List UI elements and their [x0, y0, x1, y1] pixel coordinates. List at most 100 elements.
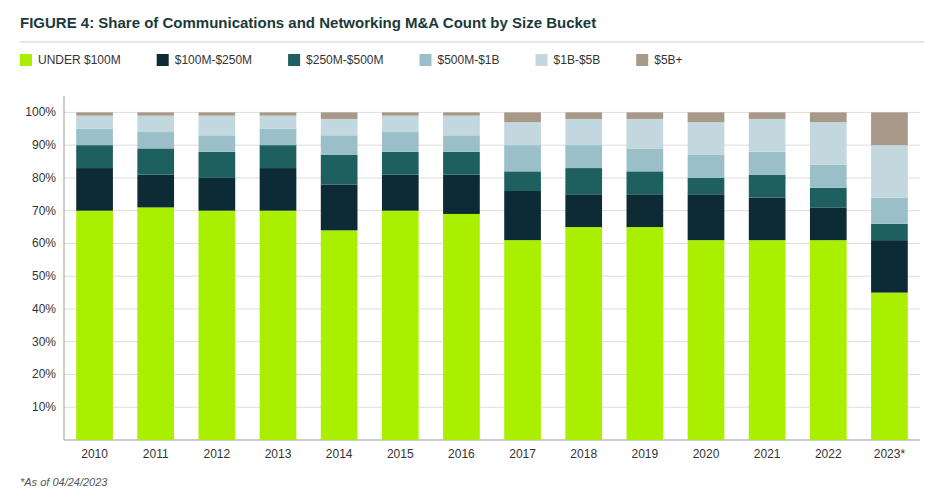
- bar-segment: [565, 145, 602, 168]
- footnote: *As of 04/24/2023: [20, 476, 108, 488]
- bar-segment: [137, 148, 174, 174]
- bar-segment: [321, 184, 358, 230]
- bar-segment: [565, 168, 602, 194]
- bars: [76, 112, 908, 440]
- bar-segment: [443, 152, 480, 175]
- y-tick-label: 40%: [32, 302, 56, 316]
- legend-label: $5B+: [654, 53, 682, 67]
- y-tick-label: 90%: [32, 138, 56, 152]
- bar-segment: [260, 211, 297, 440]
- bar-segment: [382, 112, 419, 115]
- x-axis-line: [64, 440, 920, 441]
- y-tick-label: 80%: [32, 171, 56, 185]
- bar-segment: [382, 132, 419, 152]
- bar-segment: [137, 207, 174, 440]
- title: FIGURE 4: Share of Communications and Ne…: [20, 14, 596, 31]
- x-tick-label: 2016: [448, 447, 475, 461]
- grid-line: [64, 276, 920, 277]
- bar-segment: [76, 129, 113, 145]
- x-tick-label: 2017: [509, 447, 536, 461]
- bar-segment: [199, 116, 236, 136]
- grid-line: [64, 145, 920, 146]
- grid-line: [64, 308, 920, 309]
- bar-segment: [137, 175, 174, 208]
- bar-segment: [504, 171, 541, 191]
- bar-segment: [137, 116, 174, 132]
- legend-label: $500M-$1B: [437, 53, 499, 67]
- x-tick-label: 2022: [815, 447, 842, 461]
- bar-segment: [810, 112, 847, 122]
- x-tick-label: 2018: [570, 447, 597, 461]
- bar-segment: [688, 194, 725, 240]
- bar-segment: [627, 194, 664, 227]
- bar-segment: [504, 240, 541, 440]
- bar-segment: [382, 175, 419, 211]
- bar-segment: [199, 152, 236, 178]
- bar-segment: [627, 148, 664, 171]
- bar-segment: [627, 171, 664, 194]
- title-rule: [20, 42, 924, 43]
- bar-segment: [749, 240, 786, 440]
- bar-segment: [871, 112, 908, 145]
- bar-segment: [443, 135, 480, 151]
- bar-segment: [382, 211, 419, 440]
- x-tick-label: 2019: [632, 447, 659, 461]
- x-tick-label: 2023*: [874, 447, 906, 461]
- bar-segment: [199, 112, 236, 115]
- x-tick-label: 2014: [326, 447, 353, 461]
- bar-segment: [260, 116, 297, 129]
- grid-line: [64, 374, 920, 375]
- grid: [64, 112, 920, 407]
- bar-segment: [810, 188, 847, 208]
- grid-line: [64, 112, 920, 113]
- grid-line: [64, 341, 920, 342]
- bar-segment: [688, 240, 725, 440]
- bar-segment: [260, 129, 297, 145]
- bar-segment: [321, 119, 358, 135]
- bar-segment: [810, 122, 847, 165]
- chart-container: FIGURE 4: Share of Communications and Ne…: [0, 0, 944, 500]
- bar-segment: [688, 112, 725, 122]
- bar-segment: [871, 145, 908, 197]
- bar-segment: [627, 227, 664, 440]
- bar-segment: [443, 214, 480, 440]
- y-tick-label: 100%: [25, 105, 56, 119]
- bar-segment: [688, 122, 725, 155]
- legend-label: $250M-$500M: [306, 53, 383, 67]
- bar-segment: [688, 155, 725, 178]
- bar-segment: [199, 211, 236, 440]
- bar-segment: [76, 112, 113, 115]
- bar-segment: [565, 227, 602, 440]
- bar-segment: [137, 132, 174, 148]
- bar-segment: [443, 175, 480, 214]
- bar-segment: [871, 224, 908, 240]
- y-tick-label: 30%: [32, 335, 56, 349]
- bar-segment: [627, 119, 664, 148]
- bar-segment: [137, 112, 174, 115]
- bar-segment: [565, 194, 602, 227]
- grid-line: [64, 177, 920, 178]
- x-tick-label: 2010: [81, 447, 108, 461]
- bar-segment: [565, 112, 602, 119]
- y-tick-label: 10%: [32, 400, 56, 414]
- chart-svg: FIGURE 4: Share of Communications and Ne…: [0, 0, 944, 500]
- legend-label: $100M-$250M: [175, 53, 252, 67]
- bar-segment: [76, 211, 113, 440]
- bar-segment: [76, 145, 113, 168]
- y-tick-label: 50%: [32, 269, 56, 283]
- bar-segment: [749, 175, 786, 198]
- bar-segment: [76, 168, 113, 211]
- bar-segment: [260, 145, 297, 168]
- x-tick-label: 2012: [204, 447, 231, 461]
- bar-segment: [260, 112, 297, 115]
- bar-segment: [76, 116, 113, 129]
- x-tick-label: 2011: [143, 447, 169, 461]
- legend: UNDER $100M$100M-$250M$250M-$500M$500M-$…: [20, 53, 683, 67]
- bar-segment: [810, 165, 847, 188]
- legend-swatch: [536, 54, 548, 66]
- bar-segment: [443, 112, 480, 115]
- bar-segment: [749, 152, 786, 175]
- bar-segment: [810, 207, 847, 240]
- bar-segment: [871, 240, 908, 292]
- bar-segment: [260, 168, 297, 211]
